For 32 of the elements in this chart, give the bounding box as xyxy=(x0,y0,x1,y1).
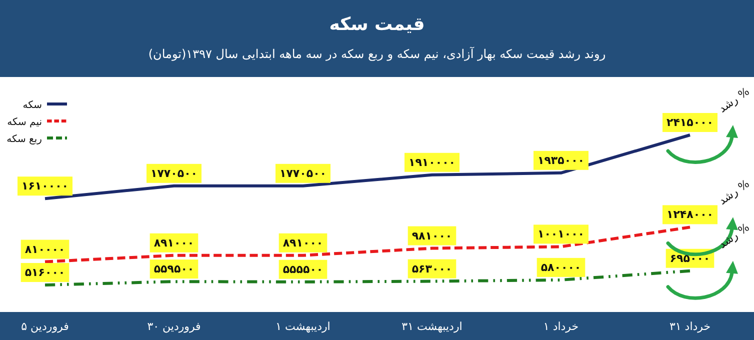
x-tick-label: ۳۱ خرداد xyxy=(669,320,711,333)
data-label: ۵۸۰۰۰۰ xyxy=(540,260,582,274)
data-label: ۱۹۱۰۰۰۰ xyxy=(408,156,456,169)
data-label: ۲۴۱۵۰۰۰ xyxy=(666,116,714,129)
data-label: ۶۹۵۰۰۰ xyxy=(670,252,710,265)
data-label: ۱۹۳۵۰۰۰ xyxy=(538,154,584,167)
text: % رشد xyxy=(716,84,752,116)
data-label: ۹۸۱۰۰۰ xyxy=(412,229,452,242)
data-label: ۱۷۷۰۵۰۰ xyxy=(150,166,198,180)
annotation: % رشد xyxy=(716,220,752,252)
data-label: ۵۵۹۵۰۰ xyxy=(154,262,194,276)
data-label: ۵۶۳۰۰۰ xyxy=(412,262,452,276)
data-label: ۸۹۱۰۰۰ xyxy=(154,236,194,250)
data-label: ۱۲۴۸۰۰۰ xyxy=(666,208,714,222)
chart-subtitle: روند رشد قیمت سکه بهار آزادی، نیم سکه و ربع سکه در سه ماهه ابتدایی سال ۱۳۹۷(تومان) xyxy=(148,46,606,61)
legend-label: ربع سکه xyxy=(6,134,42,145)
x-tick-label: ۵ فروردین xyxy=(21,320,69,333)
data-label: ۱۰۰۱۰۰۰ xyxy=(538,228,584,241)
x-tick-label: ۳۰ فروردین xyxy=(147,320,201,333)
data-label: ۱۷۷۰۵۰۰ xyxy=(280,166,326,180)
x-tick-label: ۱ اردیبهشت xyxy=(276,320,330,333)
chart-title: قیمت سکه xyxy=(329,14,425,35)
data-label: ۵۵۵۵۰۰ xyxy=(282,262,324,276)
data-label: ۸۱۰۰۰۰ xyxy=(24,242,66,256)
x-tick-label: ۱ خرداد xyxy=(543,320,579,333)
x-tick-label: ۳۱ اردیبهشت xyxy=(402,320,462,333)
data-label: ۱۶۱۰۰۰۰ xyxy=(22,180,68,193)
data-label: ۸۹۱۰۰۰ xyxy=(282,236,324,250)
annotation: % رشد xyxy=(716,177,752,208)
legend-label: سکه xyxy=(22,100,42,111)
legend-label: نیم سکه xyxy=(7,117,42,128)
data-label: ۵۱۶۰۰۰ xyxy=(24,266,66,279)
